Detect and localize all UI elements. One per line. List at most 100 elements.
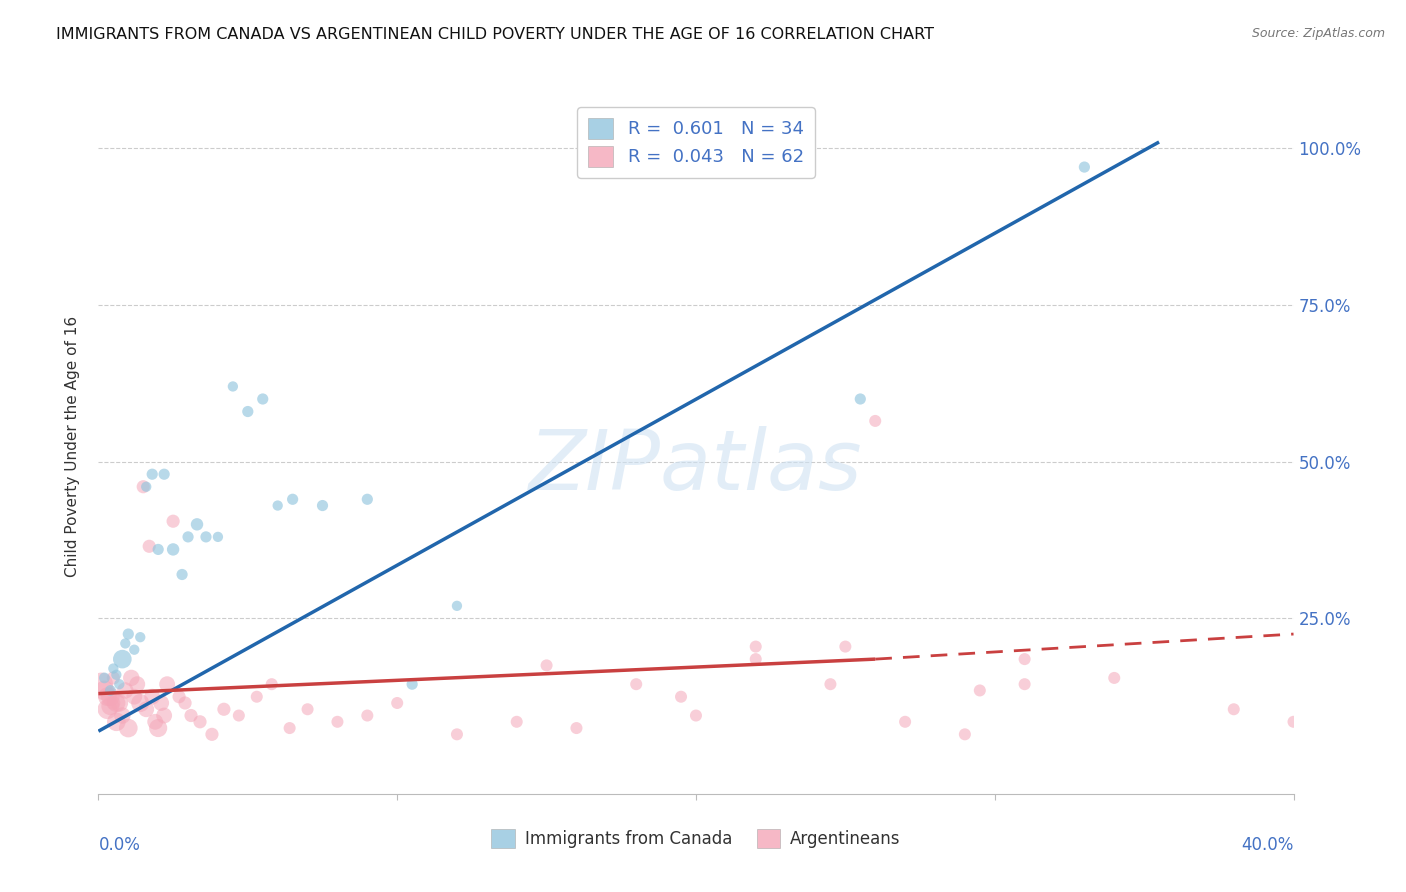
Point	[356, 492, 378, 507]
Point	[90, 677, 112, 691]
Text: ZIPatlas: ZIPatlas	[529, 426, 863, 508]
Point	[174, 696, 197, 710]
Point	[124, 642, 146, 657]
Point	[969, 683, 991, 698]
Point	[167, 690, 190, 704]
Point	[105, 714, 128, 729]
Point	[111, 652, 134, 666]
Point	[246, 690, 269, 704]
Point	[311, 499, 333, 513]
Point	[236, 404, 259, 418]
Point	[1104, 671, 1126, 685]
Point	[153, 467, 176, 482]
Point	[138, 539, 160, 553]
Point	[162, 542, 184, 557]
Legend: Immigrants from Canada, Argentineans: Immigrants from Canada, Argentineans	[485, 822, 907, 855]
Point	[156, 677, 179, 691]
Point	[260, 677, 283, 691]
Point	[834, 640, 856, 654]
Point	[565, 721, 588, 735]
Point	[96, 690, 118, 704]
Point	[1282, 714, 1305, 729]
Point	[114, 636, 136, 650]
Point	[180, 708, 202, 723]
Point	[148, 542, 170, 557]
Y-axis label: Child Poverty Under the Age of 16: Child Poverty Under the Age of 16	[65, 316, 80, 576]
Point	[132, 480, 155, 494]
Point	[120, 671, 142, 685]
Point	[143, 714, 166, 729]
Point	[267, 499, 290, 513]
Point	[93, 683, 115, 698]
Point	[141, 690, 163, 704]
Point	[148, 721, 170, 735]
Point	[117, 721, 139, 735]
Point	[820, 677, 842, 691]
Point	[124, 690, 146, 704]
Point	[177, 530, 200, 544]
Point	[105, 667, 128, 681]
Point	[894, 714, 917, 729]
Point	[108, 696, 131, 710]
Point	[141, 467, 163, 482]
Point	[278, 721, 301, 735]
Text: 40.0%: 40.0%	[1241, 836, 1294, 854]
Point	[385, 696, 409, 710]
Point	[103, 696, 125, 710]
Point	[117, 627, 139, 641]
Point	[252, 392, 274, 406]
Point	[849, 392, 872, 406]
Point	[446, 727, 468, 741]
Point	[108, 677, 131, 691]
Point	[446, 599, 468, 613]
Text: Source: ZipAtlas.com: Source: ZipAtlas.com	[1251, 27, 1385, 40]
Point	[212, 702, 235, 716]
Point	[626, 677, 648, 691]
Point	[98, 690, 122, 704]
Point	[111, 708, 134, 723]
Text: IMMIGRANTS FROM CANADA VS ARGENTINEAN CHILD POVERTY UNDER THE AGE OF 16 CORRELAT: IMMIGRANTS FROM CANADA VS ARGENTINEAN CH…	[56, 27, 934, 42]
Point	[150, 696, 173, 710]
Point	[103, 671, 125, 685]
Point	[98, 683, 122, 698]
Point	[536, 658, 558, 673]
Point	[745, 652, 768, 666]
Point	[281, 492, 304, 507]
Point	[356, 708, 378, 723]
Point	[96, 702, 118, 716]
Point	[222, 379, 245, 393]
Point	[195, 530, 218, 544]
Point	[98, 699, 122, 714]
Point	[135, 702, 157, 716]
Text: 0.0%: 0.0%	[98, 836, 141, 854]
Point	[1014, 652, 1036, 666]
Point	[228, 708, 250, 723]
Point	[401, 677, 423, 691]
Point	[610, 160, 633, 174]
Point	[103, 661, 125, 675]
Point	[207, 530, 229, 544]
Point	[127, 677, 149, 691]
Point	[201, 727, 224, 741]
Point	[953, 727, 976, 741]
Point	[105, 696, 128, 710]
Point	[186, 517, 208, 532]
Point	[135, 480, 157, 494]
Point	[129, 630, 152, 644]
Point	[129, 696, 152, 710]
Point	[865, 414, 887, 428]
Point	[1223, 702, 1246, 716]
Point	[93, 671, 115, 685]
Point	[162, 514, 184, 528]
Point	[114, 683, 136, 698]
Point	[669, 690, 692, 704]
Point	[685, 708, 707, 723]
Point	[326, 714, 349, 729]
Point	[153, 708, 176, 723]
Point	[1073, 160, 1095, 174]
Point	[188, 714, 211, 729]
Point	[297, 702, 319, 716]
Point	[506, 714, 529, 729]
Point	[1014, 677, 1036, 691]
Point	[172, 567, 194, 582]
